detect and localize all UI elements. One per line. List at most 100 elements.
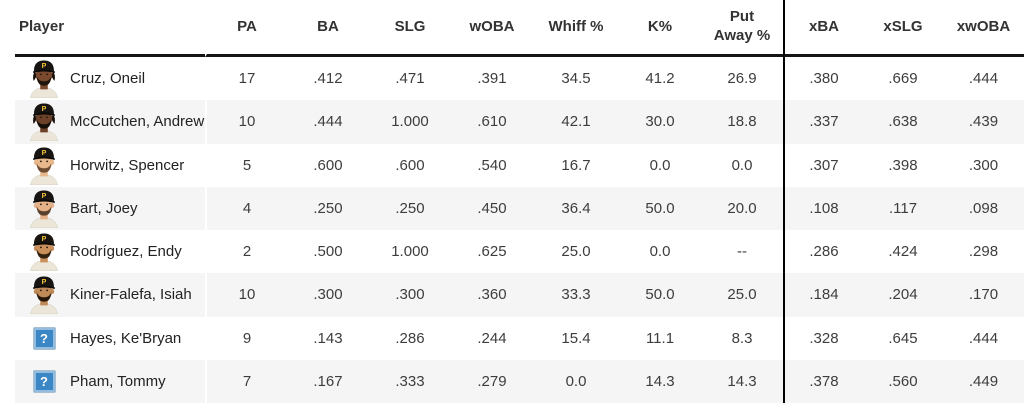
table-row: ? Hayes, Ke'Bryan 9 .143 .286 .244 15.4 …: [15, 316, 1024, 360]
cell-k-pct: 50.0: [619, 273, 701, 317]
cell-whiff-pct: 15.4: [561, 329, 591, 347]
player-headshot: P: [27, 274, 61, 315]
table-row: P Bart, Joey 4 .250 .250 .450 36.4 50.0 …: [15, 186, 1024, 230]
cell-pa: 5: [205, 143, 287, 187]
player-name-link[interactable]: Kiner-Falefa, Isiah: [70, 286, 192, 304]
missing-photo-icon: ?: [27, 361, 61, 402]
cell-slg: .471: [395, 70, 425, 88]
player-name-link[interactable]: Bart, Joey: [70, 199, 138, 217]
col-header-slg-label: SLG: [394, 17, 426, 35]
question-mark-icon: ?: [32, 326, 56, 350]
cell-xslg: .117: [863, 186, 943, 230]
cell-pa: 4: [205, 186, 287, 230]
cell-whiff-pct: 34.5: [561, 70, 591, 88]
cell-slg: .250: [369, 186, 451, 230]
cell-put-away-pct: 8.3: [731, 329, 753, 347]
col-header-pa[interactable]: PA: [205, 0, 287, 57]
cell-slg: 1.000: [369, 100, 451, 144]
cell-ba: .412: [313, 70, 343, 88]
player-stats-table: Player PA BA SLG wOBA Whiff % K% Put Awa…: [15, 0, 1024, 403]
cell-k-pct: 14.3: [619, 359, 701, 403]
player-name-link[interactable]: Rodríguez, Endy: [70, 243, 182, 261]
player-name-link[interactable]: Pham, Tommy: [70, 372, 166, 390]
missing-photo-icon: ?: [27, 318, 61, 359]
col-header-whiff-pct[interactable]: Whiff %: [533, 0, 619, 57]
svg-text:P: P: [42, 235, 47, 243]
cell-put-away-pct: 14.3: [701, 359, 783, 403]
cell-xba: .380: [783, 57, 863, 101]
col-header-put-away-pct[interactable]: Put Away %: [701, 0, 783, 57]
cell-k-pct: 11.1: [645, 329, 675, 347]
col-header-k-pct-label: K%: [647, 17, 673, 35]
cell-slg: .300: [369, 273, 451, 317]
player-name-link[interactable]: McCutchen, Andrew: [70, 113, 205, 131]
player-headshot: P: [27, 58, 61, 99]
header-row: Player PA BA SLG wOBA Whiff % K% Put Awa…: [15, 0, 1024, 57]
cell-xwoba: .098: [943, 186, 1024, 230]
col-header-xba[interactable]: xBA: [783, 0, 863, 57]
col-header-xba-label: xBA: [808, 17, 839, 35]
cell-k-pct: 30.0: [619, 100, 701, 144]
player-headshot: P: [27, 231, 61, 272]
cell-ba: .300: [287, 273, 369, 317]
cell-woba: .540: [477, 156, 507, 174]
cell-pa: 10: [205, 273, 287, 317]
player-headshot: P: [27, 101, 61, 142]
cell-xslg: .638: [863, 100, 943, 144]
col-header-xslg[interactable]: xSLG: [863, 0, 943, 57]
col-header-whiff-pct-label: Whiff %: [548, 17, 604, 35]
cell-xba: .108: [783, 186, 863, 230]
cell-xwoba: .449: [943, 359, 1024, 403]
cell-woba: .360: [451, 273, 533, 317]
col-header-slg[interactable]: SLG: [369, 0, 451, 57]
svg-text:P: P: [42, 62, 47, 70]
player-name-link[interactable]: Cruz, Oneil: [70, 70, 146, 88]
cell-xba: .328: [783, 316, 863, 360]
cell-pa: 2: [205, 230, 287, 274]
cell-put-away-pct: 20.0: [701, 186, 783, 230]
col-header-player[interactable]: Player: [15, 0, 205, 57]
question-mark-icon: ?: [32, 369, 56, 393]
cell-xslg: .645: [888, 329, 918, 347]
col-header-ba-label: BA: [317, 17, 339, 35]
cell-put-away-pct: 25.0: [701, 273, 783, 317]
cell-xwoba: .444: [968, 329, 999, 347]
col-header-k-pct[interactable]: K%: [619, 0, 701, 57]
cell-ba: .600: [313, 156, 343, 174]
table-row: P Cruz, Oneil 17 .412 .471 .391 34.5 41.…: [15, 57, 1024, 101]
cell-xslg: .560: [863, 359, 943, 403]
col-header-woba-label: wOBA: [469, 17, 515, 35]
player-name-link[interactable]: Hayes, Ke'Bryan: [70, 329, 182, 347]
cell-slg: .286: [395, 329, 425, 347]
cell-woba: .610: [451, 100, 533, 144]
cell-xba: .184: [783, 273, 863, 317]
cell-pa: 17: [205, 57, 287, 101]
cell-xslg: .669: [888, 70, 918, 88]
cell-whiff-pct: 16.7: [561, 156, 591, 174]
cell-xwoba: .444: [968, 70, 999, 88]
table-row: P Horwitz, Spencer 5 .600 .600 .540 16.7…: [15, 143, 1024, 187]
cell-pa: 10: [205, 100, 287, 144]
cell-whiff-pct: 42.1: [533, 100, 619, 144]
cell-xba: .286: [783, 230, 863, 274]
cell-pa: 9: [205, 316, 287, 360]
col-header-ba[interactable]: BA: [287, 0, 369, 57]
svg-text:P: P: [42, 149, 47, 157]
cell-xslg: .204: [863, 273, 943, 317]
cell-xba: .307: [783, 143, 863, 187]
table-row: P Kiner-Falefa, Isiah 10 .300 .300 .360 …: [15, 273, 1024, 317]
cell-put-away-pct: --: [737, 243, 747, 261]
cell-k-pct: 0.0: [649, 243, 671, 261]
cell-whiff-pct: 0.0: [533, 359, 619, 403]
col-header-xwoba-label: xwOBA: [956, 17, 1011, 35]
table-row: P McCutchen, Andrew 10 .444 1.000 .610 4…: [15, 100, 1024, 144]
col-header-xwoba[interactable]: xwOBA: [943, 0, 1024, 57]
table-row: P Rodríguez, Endy 2 .500 1.000 .625 25.0…: [15, 230, 1024, 274]
cell-ba: .500: [313, 243, 343, 261]
cell-xwoba: .170: [943, 273, 1024, 317]
player-headshot: P: [27, 188, 61, 229]
col-header-woba[interactable]: wOBA: [451, 0, 533, 57]
cell-ba: .250: [287, 186, 369, 230]
player-name-link[interactable]: Horwitz, Spencer: [70, 156, 185, 174]
